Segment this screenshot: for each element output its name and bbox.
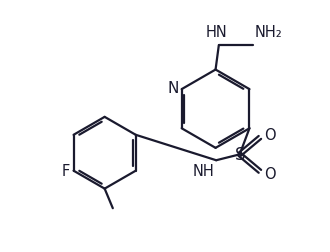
Text: S: S xyxy=(234,146,245,164)
Text: O: O xyxy=(264,128,276,143)
Text: F: F xyxy=(61,164,70,178)
Text: HN: HN xyxy=(205,25,227,40)
Text: NH: NH xyxy=(193,163,215,178)
Text: O: O xyxy=(264,167,276,182)
Text: N: N xyxy=(167,81,179,96)
Text: NH₂: NH₂ xyxy=(255,25,282,40)
